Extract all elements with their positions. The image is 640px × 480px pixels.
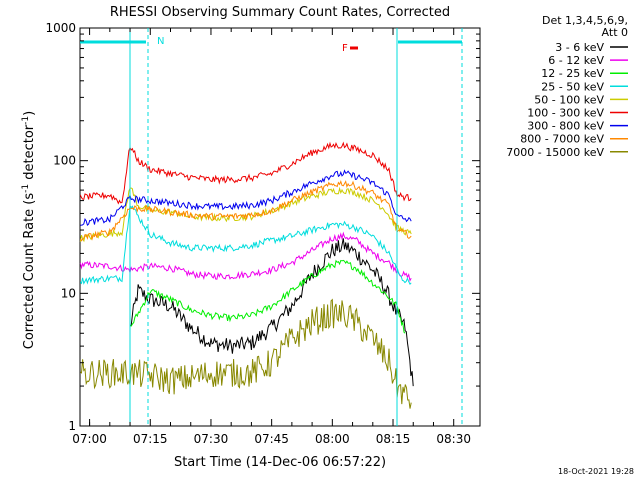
series-line-300-800-kev [80, 169, 412, 226]
series-line-800-7000-kev [79, 180, 412, 242]
legend-label-12-25-kev: 12 - 25 keV [541, 67, 604, 80]
series-group [79, 141, 414, 409]
series-line-50-100-kev [79, 186, 412, 243]
legend-label-3-6-kev: 3 - 6 keV [555, 41, 604, 54]
series-line-3-6-kev [129, 238, 414, 387]
y-axis-label: Corrected Count Rate (s-1 detector-1) [21, 111, 37, 349]
x-tick-label-5: 08:15 [376, 432, 411, 446]
y-tick-label-2: 100 [53, 154, 76, 168]
x-tick-label-6: 08:30 [436, 432, 471, 446]
x-tick-label-4: 08:00 [315, 432, 350, 446]
series-line-25-50-kev [79, 204, 412, 285]
footer-timestamp: 18-Oct-2021 19:28 [558, 467, 634, 476]
legend-label-6-12-kev: 6 - 12 keV [548, 54, 604, 67]
legend-label-800-7000-kev: 800 - 7000 keV [520, 133, 604, 146]
y-axis-label-mid: detector [22, 124, 37, 184]
legend-header-2: Att 0 [602, 26, 628, 39]
series-line-7000-15000-kev [80, 298, 412, 409]
y-tick-label-0: 1 [68, 419, 76, 433]
marker-label-n: N [157, 36, 164, 47]
y-axis-label-sup1: -1 [21, 184, 31, 193]
series-line-100-300-kev [79, 141, 412, 205]
y-tick-label-3: 1000 [45, 21, 76, 35]
plot-frame [79, 27, 481, 427]
chart-title: RHESSI Observing Summary Count Rates, Co… [110, 5, 450, 20]
y-tick-label-1: 10 [61, 286, 76, 300]
x-tick-label-1: 07:15 [133, 432, 168, 446]
legend-label-7000-15000-kev: 7000 - 15000 keV [506, 146, 604, 159]
chart-frame-group [79, 27, 481, 427]
legend-header-1: Det 1,3,4,5,6,9, [542, 14, 628, 27]
y-axis-label-main: Corrected Count Rate (s [22, 193, 37, 350]
overlay-group: NF [80, 28, 463, 426]
legend-label-300-800-kev: 300 - 800 keV [527, 120, 604, 133]
legend-label-100-300-kev: 100 - 300 keV [527, 107, 604, 120]
legend-label-25-50-kev: 25 - 50 keV [541, 80, 604, 93]
x-tick-label-2: 07:30 [194, 432, 229, 446]
legend-label-50-100-kev: 50 - 100 keV [534, 93, 604, 106]
series-line-12-25-kev [129, 259, 406, 334]
y-axis-label-sup2: -1 [21, 116, 31, 125]
x-axis-label: Start Time (14-Dec-06 06:57:22) [174, 455, 386, 470]
marker-label-f: F [342, 43, 348, 54]
axis-group: 07:00 07:15 07:30 07:45 08:00 08:15 08:30 1 10 10… [45, 21, 480, 446]
x-tick-label-3: 07:45 [254, 432, 289, 446]
y-axis-label-end: ) [22, 111, 37, 116]
series-line-6-12-kev [79, 231, 412, 282]
x-tick-label-0: 07:00 [72, 432, 107, 446]
